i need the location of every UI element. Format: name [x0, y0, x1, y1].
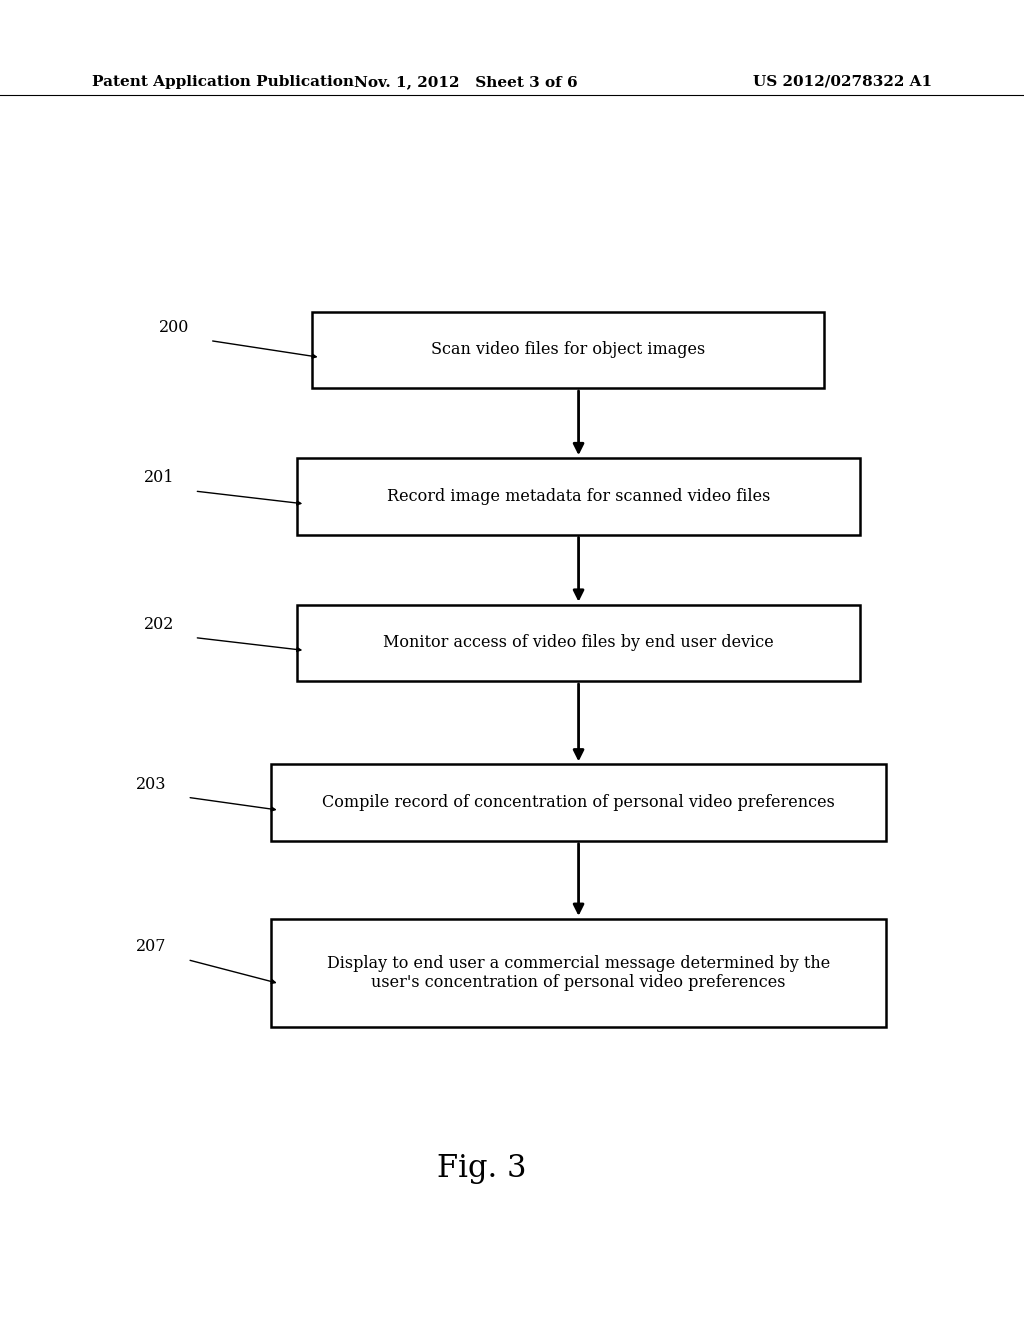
- Text: 200: 200: [159, 319, 189, 335]
- Text: Compile record of concentration of personal video preferences: Compile record of concentration of perso…: [323, 795, 835, 810]
- Text: Display to end user a commercial message determined by the
user's concentration : Display to end user a commercial message…: [327, 954, 830, 991]
- Text: 203: 203: [136, 776, 167, 792]
- Text: 202: 202: [143, 616, 174, 632]
- Bar: [312, 312, 824, 388]
- Text: Scan video files for object images: Scan video files for object images: [431, 342, 706, 358]
- Text: Fig. 3: Fig. 3: [436, 1152, 526, 1184]
- Text: US 2012/0278322 A1: US 2012/0278322 A1: [753, 75, 932, 88]
- Text: 207: 207: [136, 939, 167, 954]
- Bar: [271, 764, 886, 841]
- Text: Monitor access of video files by end user device: Monitor access of video files by end use…: [383, 635, 774, 651]
- Text: Patent Application Publication: Patent Application Publication: [92, 75, 354, 88]
- Bar: [297, 605, 860, 681]
- Bar: [297, 458, 860, 535]
- Bar: [271, 919, 886, 1027]
- Text: Nov. 1, 2012   Sheet 3 of 6: Nov. 1, 2012 Sheet 3 of 6: [354, 75, 578, 88]
- Text: Record image metadata for scanned video files: Record image metadata for scanned video …: [387, 488, 770, 504]
- Text: 201: 201: [143, 470, 174, 486]
